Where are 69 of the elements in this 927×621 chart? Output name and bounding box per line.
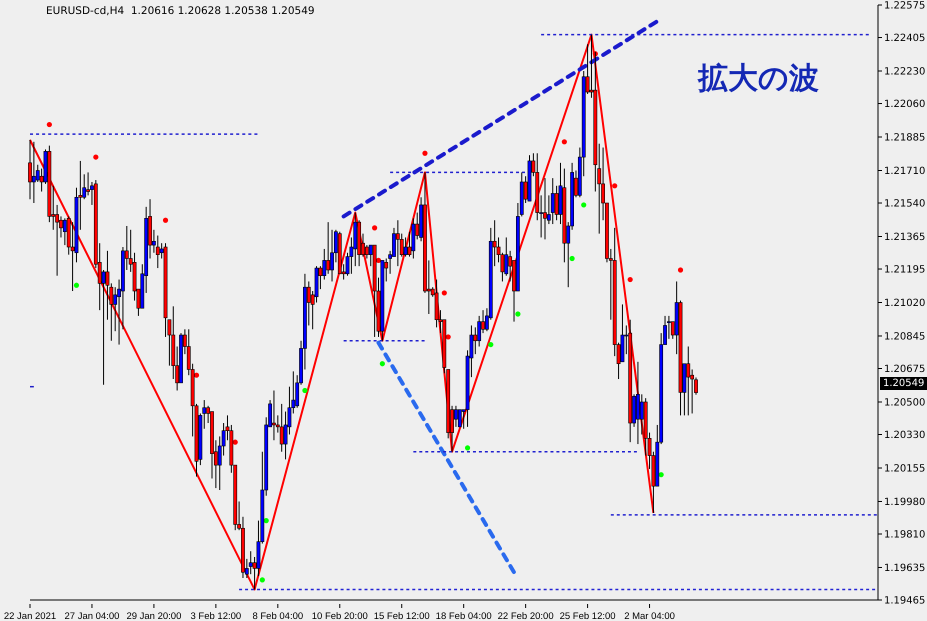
y-tick-label: 1.21885 [884,132,926,144]
candlestick [364,244,369,259]
point [422,150,428,156]
x-tick-label: 3 Feb 12:00 [190,611,242,621]
x-tick-label: 27 Jan 04:00 [64,611,120,621]
point [446,334,451,340]
y-tick-label: 1.22575 [884,0,926,12]
y-tick-label: 1.19980 [884,497,926,508]
point [658,472,664,478]
y-tick-label: 1.20675 [884,364,926,376]
y-tick-label: 1.21365 [884,232,926,244]
y-tick-label: 1.20500 [884,398,926,409]
candlestick [280,403,284,452]
candlestick [404,236,408,258]
y-tick-label: 1.21195 [884,264,926,276]
y-tick-label: 1.20330 [884,430,926,442]
point [46,122,52,128]
x-tick-label: 18 Feb 04:00 [436,611,492,621]
candlestick [640,394,644,436]
candlestick [326,222,330,274]
point [612,183,618,188]
point [162,218,168,223]
candlestick [62,218,67,246]
candlestick [32,141,36,204]
y-tick-label: 1.22405 [884,33,926,44]
y-tick-label: 1.19810 [884,530,926,541]
y-tick-label: 1.21020 [884,298,926,310]
point [260,577,265,583]
chart-title: EURUSD-cd,H4 1.20616 1.20628 1.20538 1.20549 [46,5,315,17]
point [488,342,494,348]
y-tick-label: 1.21540 [884,198,926,210]
x-tick-label: 29 Jan 20:00 [126,611,182,621]
candlestick [458,409,462,428]
candlestick [686,346,690,416]
point [380,361,385,366]
point [678,267,684,273]
y-tick-label: 1.20155 [884,464,926,475]
candlestick [550,178,555,225]
point [93,154,98,160]
point [628,276,633,282]
point [581,202,586,208]
y-tick-label: 1.19635 [884,563,926,574]
x-tick-label: 25 Feb 12:00 [560,611,616,621]
y-tick-label: 1.20845 [884,332,926,343]
annotation: 拡大の波 [698,60,819,98]
x-tick-label: 10 Feb 20:00 [312,611,368,621]
point [372,225,378,230]
point [464,445,470,450]
point [570,256,575,262]
text: 1.20549 [880,377,927,390]
point [442,290,447,296]
y-tick-label: 1.22230 [884,66,926,78]
candlestick [248,550,253,575]
x-tick-label: 2 Mar 04:00 [624,611,675,621]
point [515,311,520,317]
y-tick-label: 1.22060 [884,99,926,110]
x-tick-label: 22 Jan 2021 [4,611,56,621]
point [74,282,80,288]
x-tick-label: 8 Feb 04:00 [252,611,304,621]
candlestick [396,220,400,267]
point [562,139,567,144]
candlestick [272,390,276,441]
y-tick-label: 1.19465 [884,596,926,607]
line-series [29,34,654,590]
x-tick-label: 22 Feb 20:00 [498,611,554,621]
candlestick [543,178,547,240]
y-tick-label: 1.21710 [884,166,926,178]
point [302,388,308,394]
x-tick-label: 15 Feb 12:00 [374,611,430,621]
